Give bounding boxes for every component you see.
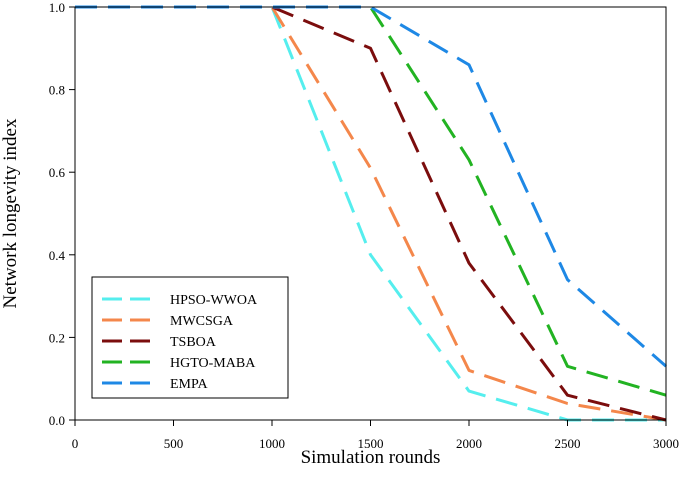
legend-label: EMPA (170, 377, 209, 392)
series-line-tsboa (75, 5, 667, 422)
x-tick-label: 500 (164, 436, 184, 451)
y-tick-label: 1.0 (49, 0, 65, 15)
x-axis-title: Simulation rounds (301, 447, 441, 468)
x-tick-label: 0 (72, 436, 79, 451)
x-tick-label: 1500 (358, 436, 384, 451)
ticks-layer: 0 500 1000 1500 2000 2500 3000 0.0 0.2 0.4 0.6 0.8 1… (49, 0, 679, 451)
x-tick-label: 2000 (456, 436, 482, 451)
legend-box (91, 276, 289, 399)
y-tick-label: 0.2 (49, 330, 65, 345)
y-tick-label: 0.4 (49, 248, 66, 263)
y-tick-label: 0.8 (49, 83, 65, 98)
series-line-empa (75, 5, 667, 368)
legend: HPSO-WWOA MWCSGA TSBOA HGTO-MABA EMPA (91, 276, 289, 399)
series-line-hgto-maba (75, 5, 667, 397)
y-tick-label: 0.0 (49, 413, 65, 428)
series-line-mwcsga (75, 5, 667, 422)
legend-label: HGTO-MABA (170, 356, 256, 371)
legend-label: HPSO-WWOA (170, 293, 258, 308)
legend-label: TSBOA (170, 335, 217, 350)
x-tick-label: 1000 (259, 436, 285, 451)
x-tick-label: 3000 (653, 436, 679, 451)
y-axis-title: Network longevity index (0, 118, 21, 308)
legend-label: MWCSGA (170, 314, 234, 329)
x-tick-label: 2500 (555, 436, 581, 451)
y-tick-label: 0.6 (49, 165, 66, 180)
